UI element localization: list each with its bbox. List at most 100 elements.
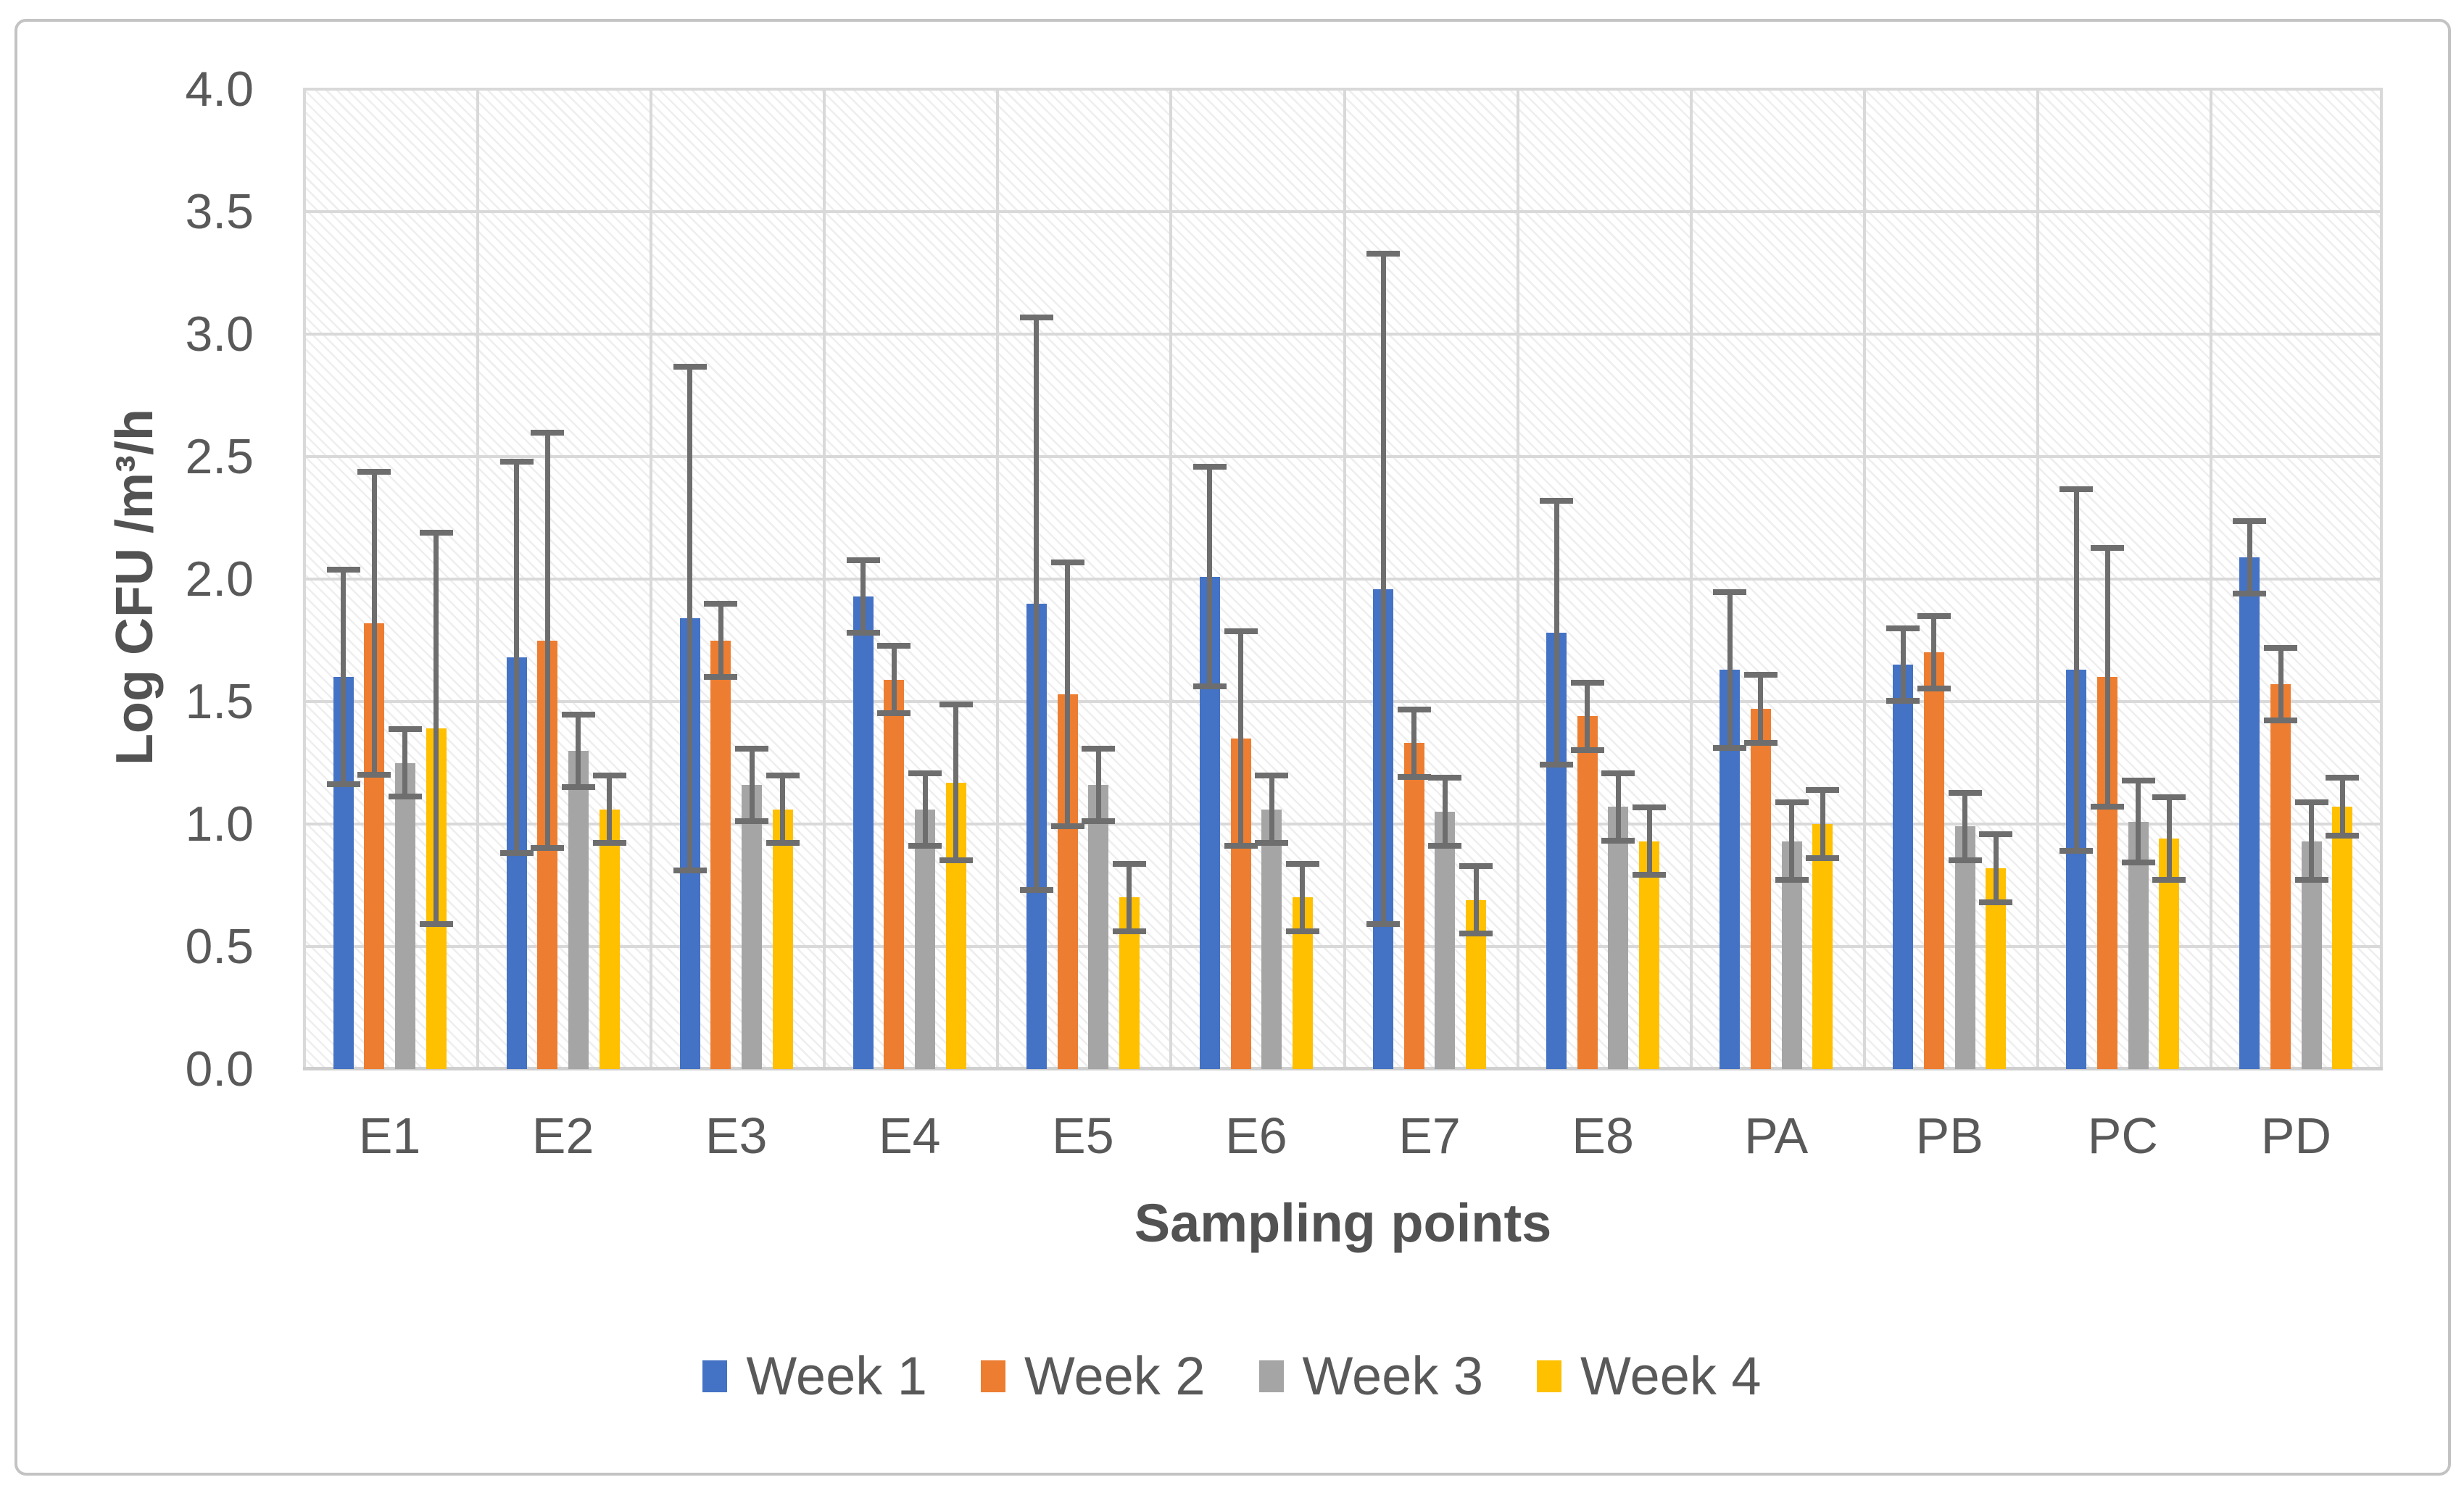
legend-swatch-week-4	[1537, 1360, 1562, 1392]
error-bar-cap-top	[1540, 498, 1574, 504]
error-bar-week2-e1	[357, 468, 391, 778]
error-bar-cap-bottom	[1886, 698, 1920, 704]
x-tick-label-e7: E7	[1398, 1107, 1461, 1164]
error-bar-cap-top	[1255, 773, 1289, 779]
error-bar-week4-e4	[939, 702, 973, 864]
error-bar-cap-bottom	[1775, 877, 1809, 883]
y-tick-label-2.5: 2.5	[185, 429, 254, 484]
bar-week1-pd	[2239, 557, 2260, 1069]
plot-area	[303, 88, 2383, 1070]
error-bar-week4-e7	[1459, 863, 1493, 937]
error-bar-cap-bottom	[766, 840, 800, 847]
error-bar-line	[1065, 559, 1071, 829]
error-bar-cap-top	[1428, 775, 1462, 781]
error-bar-week1-pb	[1886, 625, 1920, 704]
error-bar-cap-bottom	[1019, 886, 1053, 893]
bar-week1-pb	[1893, 665, 1914, 1069]
error-bar-cap-top	[1397, 706, 1431, 712]
gridline-vertical-11	[2209, 89, 2212, 1069]
legend-swatch-week-1	[702, 1360, 728, 1392]
gridline-vertical-9	[1862, 89, 1866, 1069]
error-bar-cap-top	[1775, 799, 1809, 806]
error-bar-week1-e1	[326, 567, 360, 788]
error-bar-line	[1585, 679, 1590, 753]
gridline-vertical-1	[476, 89, 480, 1069]
error-bar-week4-pb	[1979, 831, 2013, 905]
error-bar-cap-top	[1886, 625, 1920, 632]
legend-item-week-4: Week 4	[1537, 1349, 1762, 1403]
error-bar-line	[1758, 672, 1764, 746]
bar-week4-pd	[2332, 807, 2353, 1069]
error-bar-line	[1207, 464, 1213, 690]
legend-swatch-week-2	[980, 1360, 1005, 1392]
error-bar-cap-top	[1713, 589, 1747, 595]
error-bar-cap-top	[1224, 628, 1258, 634]
error-bar-cap-bottom	[531, 845, 565, 852]
error-bar-cap-bottom	[1948, 857, 1982, 864]
legend-label-week-3: Week 3	[1302, 1346, 1484, 1406]
error-bar-cap-bottom	[1050, 823, 1084, 829]
error-bar-line	[434, 530, 439, 927]
error-bar-line	[1034, 314, 1040, 893]
bar-week4-e8	[1639, 841, 1660, 1069]
error-bar-cap-bottom	[1397, 774, 1431, 781]
error-bar-cap-bottom	[2059, 847, 2094, 854]
x-tick-label-e4: E4	[878, 1107, 941, 1164]
error-bar-week1-e8	[1540, 498, 1574, 768]
error-bar-cap-top	[592, 773, 626, 779]
error-bar-week1-pd	[2233, 517, 2267, 596]
legend-item-week-1: Week 1	[702, 1349, 927, 1403]
error-bar-cap-top	[531, 429, 565, 436]
error-bar-week2-pb	[1917, 613, 1951, 692]
bar-week2-pd	[2270, 684, 2291, 1069]
error-bar-cap-bottom	[1366, 920, 1401, 927]
gridline-vertical-8	[1689, 89, 1693, 1069]
error-bar-line	[576, 711, 581, 790]
error-bar-week4-e3	[766, 773, 800, 847]
error-bar-line	[1127, 860, 1132, 935]
y-tick-label-4.0: 4.0	[185, 62, 254, 117]
legend: Week 1 Week 2 Week 3 Week 4	[0, 1349, 2464, 1403]
error-bar-cap-top	[1019, 314, 1053, 320]
bar-week3-e2	[568, 750, 589, 1069]
error-bar-line	[1993, 831, 1999, 905]
error-bar-line	[2166, 794, 2172, 883]
error-bar-line	[718, 601, 723, 680]
error-bar-line	[1615, 770, 1621, 844]
error-bar-cap-bottom	[1112, 928, 1146, 935]
y-tick-label-3.0: 3.0	[185, 307, 254, 362]
error-bar-cap-top	[1979, 831, 2013, 838]
error-bar-cap-bottom	[1428, 842, 1462, 849]
x-tick-label-pa: PA	[1744, 1107, 1809, 1164]
error-bar-cap-bottom	[846, 629, 880, 636]
error-bar-line	[1095, 745, 1101, 824]
error-bar-line	[1238, 628, 1244, 849]
gridline-vertical-7	[1516, 89, 1519, 1069]
error-bar-week1-e7	[1366, 251, 1401, 927]
error-bar-cap-bottom	[673, 867, 707, 873]
error-bar-cap-top	[419, 530, 453, 536]
error-bar-cap-bottom	[2121, 860, 2155, 866]
bar-week4-pa	[1812, 824, 1833, 1069]
error-bar-week4-pd	[2326, 775, 2360, 839]
error-bar-cap-top	[2091, 544, 2125, 551]
error-bar-cap-bottom	[2091, 803, 2125, 810]
error-bar-cap-bottom	[1224, 842, 1258, 849]
error-bar-week3-e6	[1255, 773, 1289, 847]
error-bar-cap-bottom	[499, 849, 534, 856]
error-bar-week3-e5	[1082, 745, 1116, 824]
bar-week2-e7	[1403, 743, 1424, 1069]
error-bar-week1-pa	[1713, 589, 1747, 751]
error-bar-cap-top	[2059, 486, 2094, 492]
x-tick-label-e3: E3	[705, 1107, 768, 1164]
error-bar-line	[341, 567, 347, 788]
bar-week2-pb	[1923, 652, 1944, 1069]
error-bar-week3-e7	[1428, 775, 1462, 849]
error-bar-cap-bottom	[704, 673, 738, 680]
error-bar-cap-bottom	[2294, 877, 2328, 883]
error-bar-cap-bottom	[388, 794, 422, 800]
gridline-vertical-5	[1169, 89, 1173, 1069]
error-bar-line	[1411, 706, 1417, 781]
error-bar-cap-bottom	[1570, 746, 1604, 753]
